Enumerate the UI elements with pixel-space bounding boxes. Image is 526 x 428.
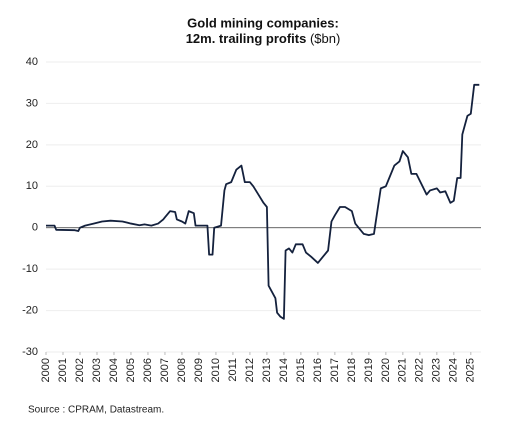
x-tick-label: 2018 [346, 358, 358, 382]
x-tick-label: 2014 [278, 358, 290, 382]
x-tick-label: 2010 [210, 358, 222, 382]
x-tick-label: 2024 [448, 358, 460, 382]
x-tick-label: 2009 [193, 358, 205, 382]
chart-title: Gold mining companies: [187, 15, 339, 30]
x-tick-label: 2006 [142, 358, 154, 382]
x-tick-label: 2004 [108, 358, 120, 382]
x-tick-label: 2003 [91, 358, 103, 382]
x-tick-label: 2021 [397, 358, 409, 382]
x-tick-label: 2002 [74, 358, 86, 382]
y-tick-label: 20 [26, 139, 38, 151]
y-tick-label: -20 [22, 304, 38, 316]
chart-title: 12m. trailing profits ($bn) [186, 31, 341, 46]
source: Source : CPRAM, Datastream. [28, 405, 164, 416]
x-tick-label: 2020 [380, 358, 392, 382]
x-tick-label: 2016 [312, 358, 324, 382]
line [46, 83, 480, 320]
x-tick-label: 2000 [40, 358, 52, 382]
x-tick-label: 2023 [431, 358, 443, 382]
x-tick-label: 2022 [414, 358, 426, 382]
x-tick-label: 2005 [125, 358, 137, 382]
y-tick-label: -10 [22, 263, 38, 275]
x-tick-label: 2012 [244, 358, 256, 382]
y-tick-label: 40 [26, 56, 38, 68]
y-tick-label: 10 [26, 180, 38, 192]
x-tick-label: 2015 [295, 358, 307, 382]
x-tick-label: 2017 [329, 358, 341, 382]
x-tick-label: 2019 [363, 358, 375, 382]
x-tick-label: 2011 [227, 358, 239, 382]
x-tick-label: 2007 [159, 358, 171, 382]
x-tick-label: 2008 [176, 358, 188, 382]
y-tick-label: 0 [32, 222, 38, 234]
chart-title: 12m. trailing profits [186, 31, 307, 46]
x-tick-label: 2025 [465, 358, 477, 382]
x-tick-label: 2001 [57, 358, 69, 382]
y-tick-label: -30 [22, 346, 38, 358]
y-tick-label: 30 [26, 97, 38, 109]
x-tick-label: 2013 [261, 358, 273, 382]
unit: ($bn) [310, 31, 340, 46]
